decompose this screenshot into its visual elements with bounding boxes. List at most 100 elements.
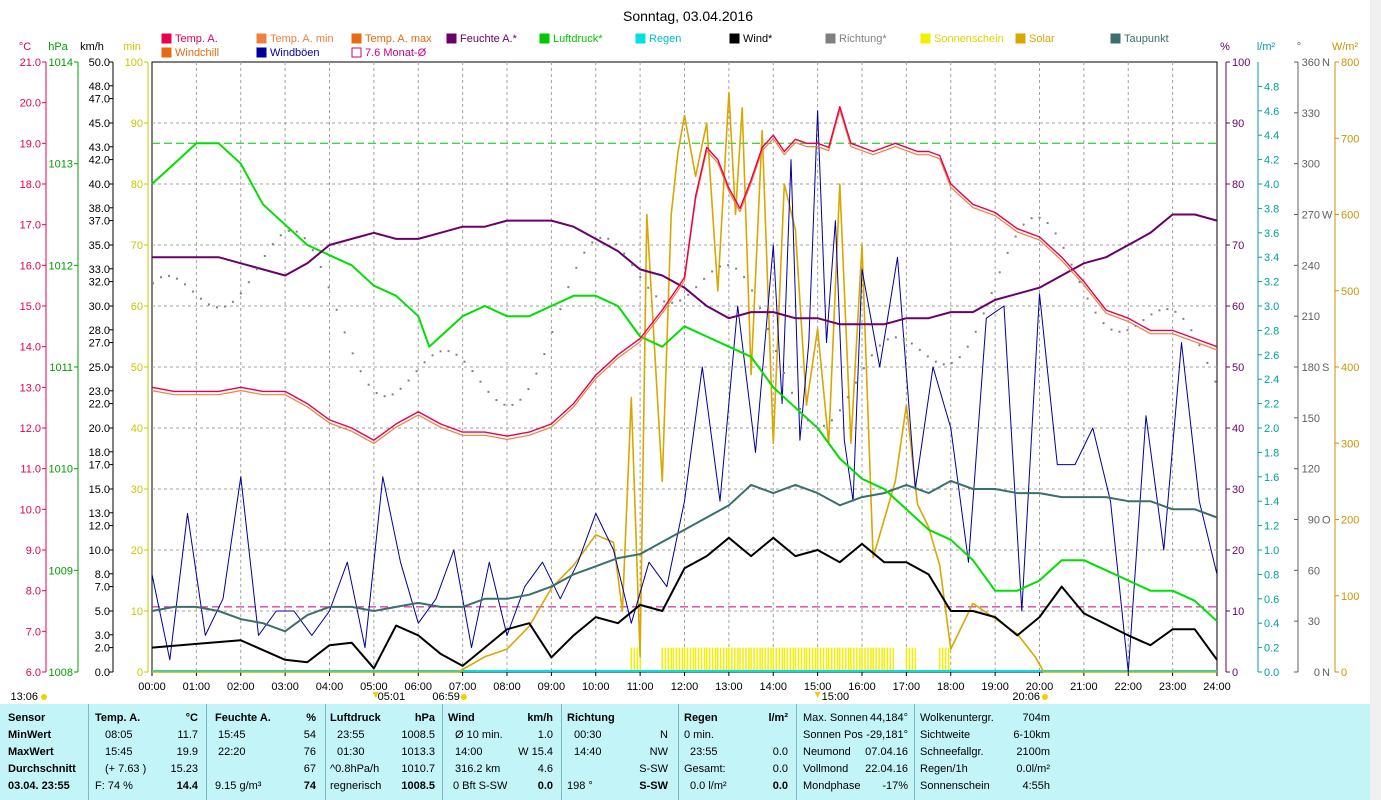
wind-label-2: 14:00 xyxy=(455,746,483,758)
wind-tick-label: 32.0 xyxy=(89,277,110,289)
axes: °C hPa km/h min% l/m² ° W/m²21.020.019.018.017… xyxy=(19,41,1360,693)
x-tick-label: 04:00 xyxy=(316,681,344,693)
misc-label-5: Sonnenschein xyxy=(920,780,990,792)
rain-tick-label: 3.6 xyxy=(1264,228,1279,240)
direction-point xyxy=(1102,322,1105,325)
direction-point xyxy=(423,361,426,364)
rain-tick-label: 0.2 xyxy=(1264,643,1279,655)
temp-tick-label: 16.0 xyxy=(20,260,41,272)
direction-point xyxy=(727,264,730,267)
direction-point xyxy=(982,312,985,315)
sunrise-label: 06:59 xyxy=(432,691,460,703)
wind-label-3: 316.2 km xyxy=(455,763,501,775)
direction-point xyxy=(479,380,482,383)
summary-panel: Sensor MinWert MaxWert Durchschnitt 03.0… xyxy=(0,704,1370,800)
direction-point xyxy=(974,330,977,333)
rain-unit: l/m² xyxy=(768,712,788,724)
temp-avg: 15.23 xyxy=(170,763,198,775)
direction-point xyxy=(639,275,642,278)
x-tick-label: 19:00 xyxy=(981,681,1009,693)
legend-swatch xyxy=(635,33,646,44)
x-tick-label: 02:00 xyxy=(227,681,255,693)
series-layer xyxy=(151,91,1218,673)
rain-tick-label: 0.6 xyxy=(1264,594,1279,606)
dir-tick-label: 270 xyxy=(1302,210,1320,222)
rain-value-3: 0.0 xyxy=(772,763,788,775)
hum-tick-label: 40 xyxy=(1232,423,1244,435)
x-tick-label: 22:00 xyxy=(1114,681,1142,693)
legend-swatch xyxy=(539,33,550,44)
wind-tick-label: 17.0 xyxy=(89,460,110,472)
time-markers: 13:06 05:01 06:59 15:00 20:06 xyxy=(10,691,1048,703)
legend-label: Luftdruck* xyxy=(553,33,603,45)
rain-value-2: 0.0 xyxy=(772,746,788,758)
direction-point xyxy=(1006,251,1009,254)
hum-absolute: 9.15 g/m³ xyxy=(215,780,262,792)
hum-tick-label: 100 xyxy=(1232,57,1250,69)
sunset-label: 20:06 xyxy=(1012,691,1040,703)
direction-point xyxy=(711,270,714,273)
weather-chart: Sonntag, 03.04.2016 Temp. A.WindchillTem… xyxy=(10,8,1360,703)
direction-point xyxy=(311,249,314,252)
x-tick-label: 08:00 xyxy=(493,681,521,693)
direction-point xyxy=(415,370,418,373)
legend-label: Sonnenschein xyxy=(934,33,1004,45)
solar-tick-label: 400 xyxy=(1341,362,1359,374)
rain-tick-label: 0.0 xyxy=(1264,667,1279,679)
wind-value-3: 4.6 xyxy=(537,763,553,775)
temp-unit: °C xyxy=(185,712,198,724)
wind-tick-label: 45.0 xyxy=(89,118,110,130)
hum-tick-label: 70 xyxy=(1232,240,1244,252)
hum-max: 76 xyxy=(303,746,316,758)
direction-point xyxy=(631,263,634,266)
dir-tick-label: 210 xyxy=(1302,311,1320,323)
chart-title: Sonntag, 03.04.2016 xyxy=(623,8,753,24)
wind-tick-label: 8.0 xyxy=(95,569,110,581)
direction-point xyxy=(719,265,722,268)
current-date: 03.04. 23:55 xyxy=(8,780,70,792)
astro-value-1: 44,184° xyxy=(869,712,908,724)
rain-value-4: 0.0 xyxy=(772,780,788,792)
direction-point xyxy=(671,301,674,304)
series-solar xyxy=(152,91,1217,673)
press-now: 1008.5 xyxy=(401,780,435,792)
misc-label-4: Regen/1h xyxy=(920,763,968,775)
dir-tick-label: 60 xyxy=(1308,565,1320,577)
solar-tick-label: 600 xyxy=(1341,210,1359,222)
separator xyxy=(325,704,326,800)
rain-label-1: 0 min. xyxy=(684,729,714,741)
direction-point xyxy=(878,344,881,347)
direction-point xyxy=(1070,263,1073,266)
x-tick-label: 07:00 xyxy=(449,681,477,693)
press-min: 1008.5 xyxy=(401,729,435,741)
direction-point xyxy=(359,370,362,373)
temp-tick-label: 20.0 xyxy=(20,98,41,110)
temp-tick-label: 14.0 xyxy=(20,342,41,354)
dir-label-2: 14:40 xyxy=(574,746,602,758)
press-avg: 1010.7 xyxy=(401,763,435,775)
series-pressure xyxy=(151,142,1218,622)
row-min-label: MinWert xyxy=(8,729,52,741)
legend-label: Temp. A. xyxy=(175,33,218,45)
direction-point xyxy=(487,390,490,393)
x-tick-label: 16:00 xyxy=(848,681,876,693)
direction-point xyxy=(295,230,298,233)
wind-tick-label: 30.0 xyxy=(89,301,110,313)
min-tick-label: 10 xyxy=(131,606,143,618)
temp-tick-label: 21.0 xyxy=(20,57,41,69)
direction-point xyxy=(759,307,762,310)
direction-point xyxy=(791,391,793,394)
wind-header: Wind xyxy=(448,712,475,724)
rain-tick-label: 3.8 xyxy=(1264,203,1279,215)
direction-point xyxy=(303,237,306,240)
direction-point xyxy=(271,243,274,246)
wind-tick-label: 22.0 xyxy=(89,399,110,411)
direction-point xyxy=(327,286,330,289)
rain-tick-label: 1.6 xyxy=(1264,472,1279,484)
dir-value-4: S-SW xyxy=(639,780,668,792)
legend-swatch xyxy=(351,47,362,58)
x-tick-label: 12:00 xyxy=(671,681,699,693)
legend-label: Temp. A. max xyxy=(365,33,432,45)
legend-label: Wind* xyxy=(743,33,773,45)
direction-point xyxy=(767,327,770,330)
